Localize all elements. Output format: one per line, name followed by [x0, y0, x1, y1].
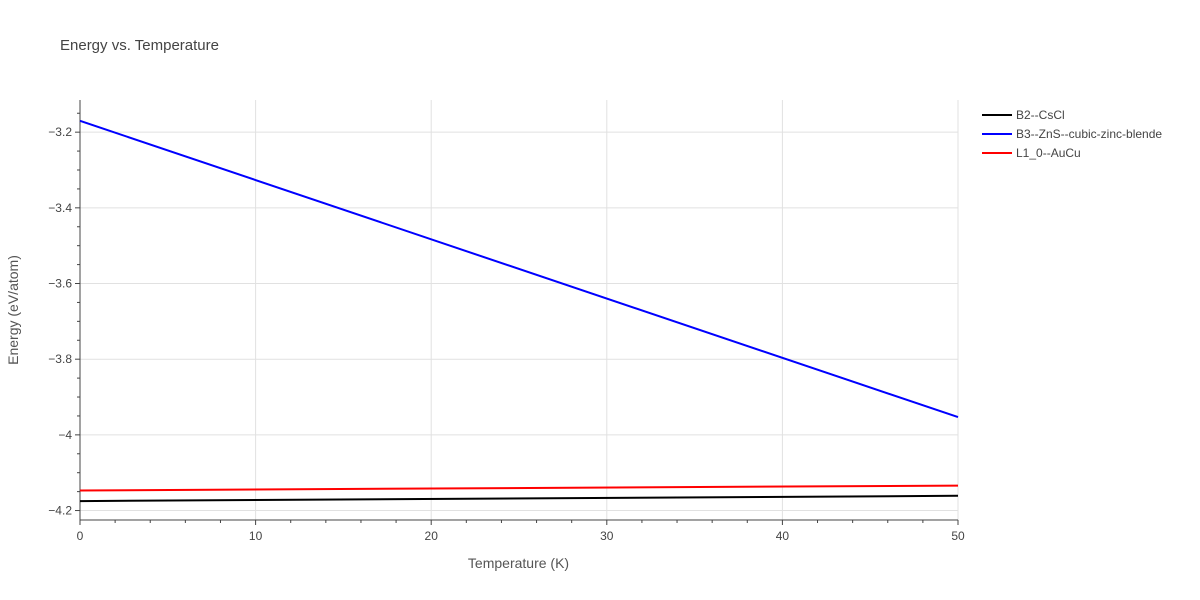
chart-title: Energy vs. Temperature: [60, 37, 219, 54]
x-tick-label: 50: [951, 529, 965, 543]
y-tick-label: −3.8: [48, 352, 72, 366]
gridlines: [80, 100, 959, 520]
x-tick-label: 40: [776, 529, 790, 543]
y-tick-label: −3.4: [48, 201, 72, 215]
x-axis-title: Temperature (K): [468, 555, 569, 571]
axes: [75, 100, 959, 525]
y-tick-label: −3.6: [48, 277, 72, 291]
y-tick-label: −3.2: [48, 125, 72, 139]
y-tick-label: −4.2: [48, 504, 72, 518]
series-line-l1-0-aucu: [79, 484, 959, 492]
y-tick-label: −4: [58, 428, 72, 442]
legend-item[interactable]: L1_0--AuCu: [982, 146, 1081, 160]
series-lines: [79, 119, 959, 503]
legend-label: B2--CsCl: [1016, 108, 1065, 122]
x-tick-label: 30: [600, 529, 614, 543]
tick-labels: 0 10 20 30 40 50 −3.2 −3.4 −3.6 −3.8 −4 −4.2: [48, 125, 965, 543]
series-line-b3-zns-cubic-zinc-blende: [79, 119, 959, 419]
legend-item[interactable]: B3--ZnS--cubic-zinc-blende: [982, 127, 1162, 141]
legend-label: B3--ZnS--cubic-zinc-blende: [1016, 127, 1162, 141]
x-tick-label: 20: [425, 529, 439, 543]
legend-label: L1_0--AuCu: [1016, 146, 1081, 160]
series-line-b2-cscl: [79, 494, 959, 503]
legend[interactable]: B2--CsCl B3--ZnS--cubic-zinc-blende L1_0--…: [982, 108, 1162, 160]
x-tick-label: 0: [77, 529, 84, 543]
legend-item[interactable]: B2--CsCl: [982, 108, 1065, 122]
x-tick-label: 10: [249, 529, 263, 543]
y-axis-title: Energy (eV/atom): [5, 255, 21, 365]
